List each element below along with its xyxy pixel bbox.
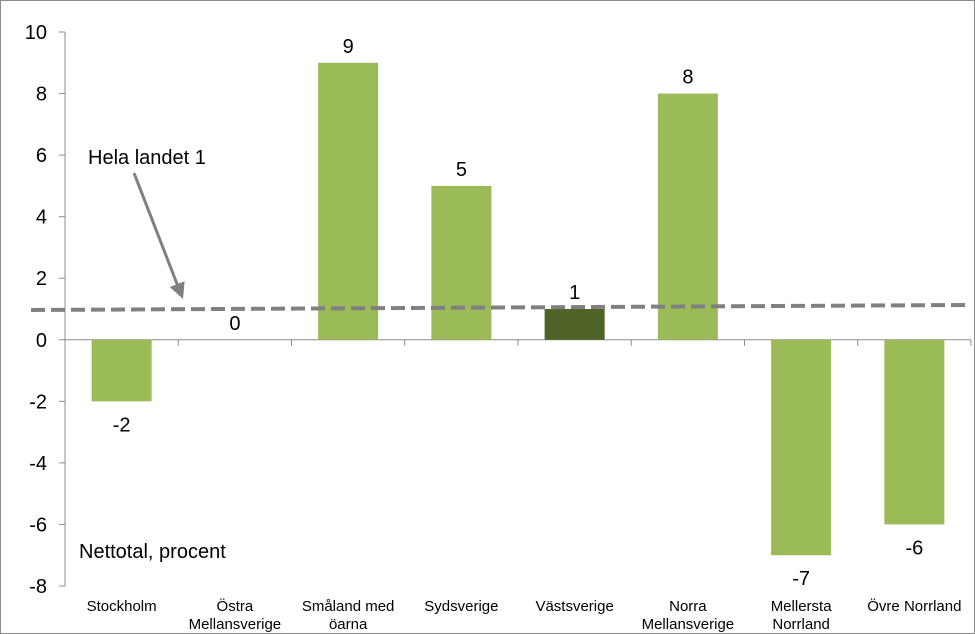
y-tick-label: 4	[36, 207, 47, 229]
y-tick-label: -2	[29, 391, 47, 413]
category-label-7: Övre Norrland	[867, 597, 961, 615]
category-label-2: Småland med	[302, 598, 395, 615]
category-label-0: Stockholm	[87, 598, 157, 615]
y-tick-label: 2	[36, 268, 47, 290]
bar-2	[318, 62, 379, 340]
reference-arrow	[132, 172, 181, 290]
y-tick-label: 8	[36, 84, 47, 106]
category-label-1: Mellansverige	[189, 616, 282, 633]
data-label-3: 5	[456, 159, 467, 181]
data-label-5: 8	[682, 67, 693, 89]
reference-line	[30, 303, 967, 312]
bar-5	[657, 93, 718, 340]
category-label-6: Norrland	[772, 616, 830, 633]
data-label-2: 9	[343, 36, 354, 58]
data-label-4: 1	[569, 282, 580, 304]
category-label-1: Östra	[217, 597, 254, 615]
y-tick-label: 10	[25, 22, 47, 44]
bar-4	[544, 309, 605, 340]
category-label-6: Mellersta	[771, 598, 833, 615]
y-tick-label: -8	[29, 576, 47, 598]
y-tick-label: -4	[29, 453, 47, 475]
category-label-3: Sydsverige	[424, 598, 498, 615]
category-label-5: Norra	[669, 598, 707, 615]
bar-0	[91, 339, 152, 402]
data-label-6: -7	[792, 568, 810, 590]
bar-3	[431, 185, 492, 340]
category-label-2: öarna	[329, 616, 368, 633]
y-tick-label: 0	[36, 330, 47, 352]
annotation-nettotal: Nettotal, procent	[79, 541, 226, 563]
y-tick-label: -6	[29, 514, 47, 536]
data-label-7: -6	[905, 537, 923, 559]
data-label-1: 0	[229, 313, 240, 335]
bar-7	[884, 339, 945, 525]
reference-arrow-head	[169, 281, 185, 299]
category-label-4: Västsverige	[535, 598, 613, 615]
bar-6	[771, 339, 832, 556]
category-label-5: Mellansverige	[642, 616, 735, 633]
data-label-0: -2	[113, 414, 131, 436]
y-tick-label: 6	[36, 145, 47, 167]
reference-label: Hela landet 1	[88, 147, 206, 169]
